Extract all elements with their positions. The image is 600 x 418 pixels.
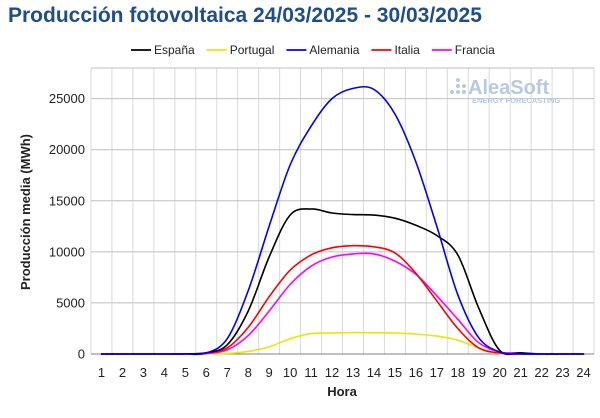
aleasoft-watermark-logo: AleaSoft ENERGY FORECASTING [450,77,560,105]
x-tick-label: 20 [492,365,506,380]
x-tick-label: 24 [576,365,590,380]
x-tick-label: 21 [513,365,527,380]
legend: España Portugal Alemania Italia Francia [131,43,495,57]
chart-title: Producción fotovoltaica 24/03/2025 - 30/… [8,4,482,27]
y-tick-label: 20000 [49,142,85,157]
x-tick-label: 10 [283,365,297,380]
legend-label-portugal: Portugal [230,43,275,57]
legend-label-francia: Francia [455,43,495,57]
logo-tagline-text: ENERGY FORECASTING [472,96,560,105]
x-tick-label: 12 [325,365,339,380]
y-tick-label: 0 [78,347,85,362]
y-axis-title: Producción media (MWh) [18,134,33,290]
x-axis-title: Hora [327,384,357,399]
x-tick-label: 9 [266,365,273,380]
x-tick-label: 13 [346,365,360,380]
series-line-alemania [100,85,585,356]
x-tick-label: 8 [245,365,252,380]
x-tick-label: 7 [224,365,231,380]
x-tick-label: 17 [430,365,444,380]
x-tick-label: 1 [98,365,105,380]
y-tick-label: 5000 [56,295,85,310]
x-tick-label: 4 [161,365,168,380]
x-tick-label: 19 [471,365,485,380]
x-tick-label: 18 [451,365,465,380]
grid-lines [90,67,595,355]
y-tick-label: 25000 [49,91,85,106]
x-tick-label: 6 [203,365,210,380]
x-tick-label: 11 [304,365,318,380]
x-tick-label: 2 [119,365,126,380]
x-tick-label: 14 [367,365,381,380]
y-tick-label: 10000 [49,244,85,259]
x-tick-label: 5 [182,365,189,380]
legend-label-alemania: Alemania [309,43,359,57]
legend-label-italia: Italia [394,43,420,57]
x-tick-label: 23 [555,365,569,380]
x-tick-label: 3 [140,365,147,380]
legend-label-espana: España [154,43,195,57]
y-tick-label: 15000 [49,193,85,208]
x-tick-label: 15 [388,365,402,380]
logo-dots-icon [450,78,466,94]
x-tick-label: 16 [409,365,423,380]
series-lines [100,85,585,356]
logo-brand-text: AleaSoft [468,77,549,99]
x-tick-label: 22 [534,365,548,380]
